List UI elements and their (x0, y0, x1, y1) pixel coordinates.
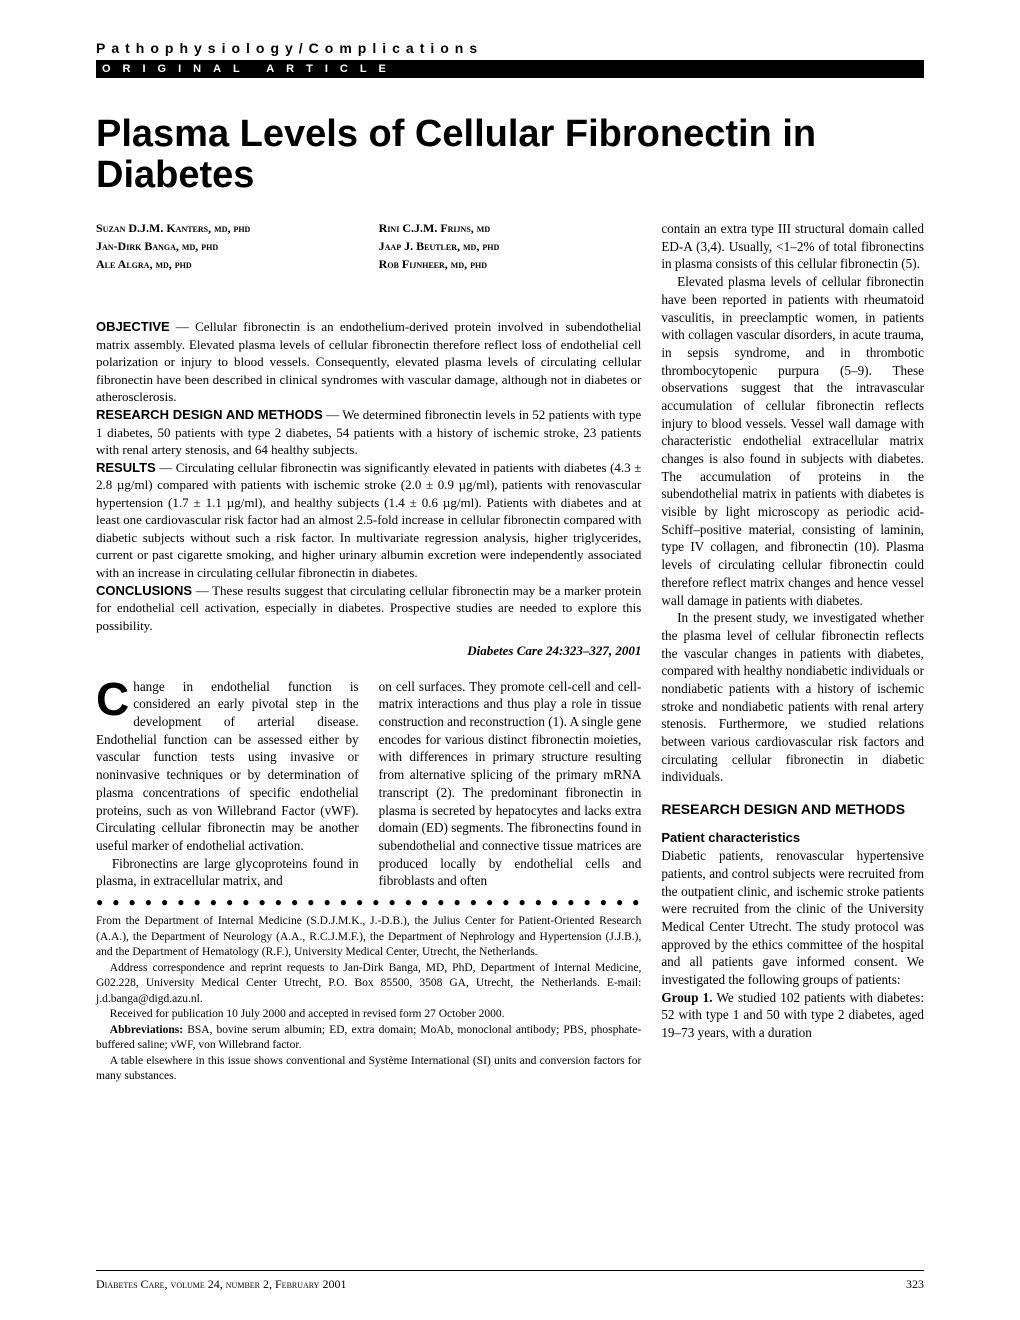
dot-separator: ● ● ● ● ● ● ● ● ● ● ● ● ● ● ● ● ● ● ● ● … (96, 894, 641, 910)
body-p1-text: hange in endothelial function is conside… (96, 679, 359, 853)
authors-left: Suzan D.J.M. Kanters, md, phd Jan-Dirk B… (96, 220, 359, 274)
footnotes: From the Department of Internal Medicine… (96, 914, 641, 1085)
author: Jaap J. Beutler, md, phd (379, 238, 642, 254)
authors-right: Rini C.J.M. Frijns, md Jaap J. Beutler, … (379, 220, 642, 274)
abbrev-label: Abbreviations: (110, 1024, 183, 1036)
abstract: OBJECTIVE — Cellular fibronectin is an e… (96, 318, 641, 659)
article-title: Plasma Levels of Cellular Fibronectin in… (96, 114, 924, 196)
left-two-columns: Suzan D.J.M. Kanters, md, phd Jan-Dirk B… (96, 220, 641, 1085)
rc-p5: Group 1. We studied 102 patients with di… (661, 989, 924, 1042)
group1-label: Group 1. (661, 990, 712, 1005)
subhead-patients: Patient characteristics (661, 829, 924, 846)
conclusions-head: CONCLUSIONS (96, 583, 192, 598)
abstract-results: RESULTS — Circulating cellular fibronect… (96, 459, 641, 582)
section-heading-methods: RESEARCH DESIGN AND METHODS (661, 800, 924, 819)
right-column: contain an extra type III structural dom… (661, 220, 924, 1085)
footnote-affil: From the Department of Internal Medicine… (96, 914, 641, 961)
rc-p4: Diabetic patients, renovascular hyperten… (661, 847, 924, 989)
rc-p1: contain an extra type III structural dom… (661, 220, 924, 273)
abstract-objective: OBJECTIVE — Cellular fibronectin is an e… (96, 318, 641, 406)
author: Jan-Dirk Banga, md, phd (96, 238, 359, 254)
abstract-methods: RESEARCH DESIGN AND METHODS — We determi… (96, 406, 641, 459)
rc-p2: Elevated plasma levels of cellular fibro… (661, 273, 924, 609)
footnote-correspondence: Address correspondence and reprint reque… (96, 961, 641, 1008)
header-section: Pathophysiology/Complications ORIGINAL A… (96, 40, 924, 78)
body-p2: Fibronectins are large glycoproteins fou… (96, 855, 359, 890)
footer-left: Diabetes Care, volume 24, number 2, Febr… (96, 1277, 346, 1292)
objective-text: — Cellular fibronectin is an endothelium… (96, 319, 641, 404)
citation: Diabetes Care 24:323–327, 2001 (96, 642, 641, 660)
content-grid: Suzan D.J.M. Kanters, md, phd Jan-Dirk B… (96, 220, 924, 1085)
page-footer: Diabetes Care, volume 24, number 2, Febr… (96, 1270, 924, 1292)
body-col2-p1: on cell surfaces. They promote cell-cell… (379, 678, 642, 890)
objective-head: OBJECTIVE (96, 319, 170, 334)
results-head: RESULTS (96, 460, 156, 475)
authors-row: Suzan D.J.M. Kanters, md, phd Jan-Dirk B… (96, 220, 641, 318)
results-text: — Circulating cellular fibronectin was s… (96, 460, 641, 580)
footer-page-number: 323 (906, 1277, 924, 1292)
body-two-col: Change in endothelial function is consid… (96, 678, 641, 890)
author: Ale Algra, md, phd (96, 256, 359, 272)
author: Rini C.J.M. Frijns, md (379, 220, 642, 236)
body-p1: Change in endothelial function is consid… (96, 678, 359, 855)
abstract-conclusions: CONCLUSIONS — These results suggest that… (96, 582, 641, 635)
footnote-received: Received for publication 10 July 2000 an… (96, 1007, 641, 1023)
footnote-abbrev: Abbreviations: BSA, bovine serum albumin… (96, 1023, 641, 1054)
methods-head: RESEARCH DESIGN AND METHODS (96, 407, 323, 422)
dropcap: C (96, 678, 133, 719)
article-type-bar: ORIGINAL ARTICLE (96, 60, 924, 78)
author: Rob Fijnheer, md, phd (379, 256, 642, 272)
section-label: Pathophysiology/Complications (96, 40, 924, 56)
footnote-table: A table elsewhere in this issue shows co… (96, 1054, 641, 1085)
page: Pathophysiology/Complications ORIGINAL A… (0, 0, 1020, 1320)
rc-p3: In the present study, we investigated wh… (661, 609, 924, 786)
author: Suzan D.J.M. Kanters, md, phd (96, 220, 359, 236)
